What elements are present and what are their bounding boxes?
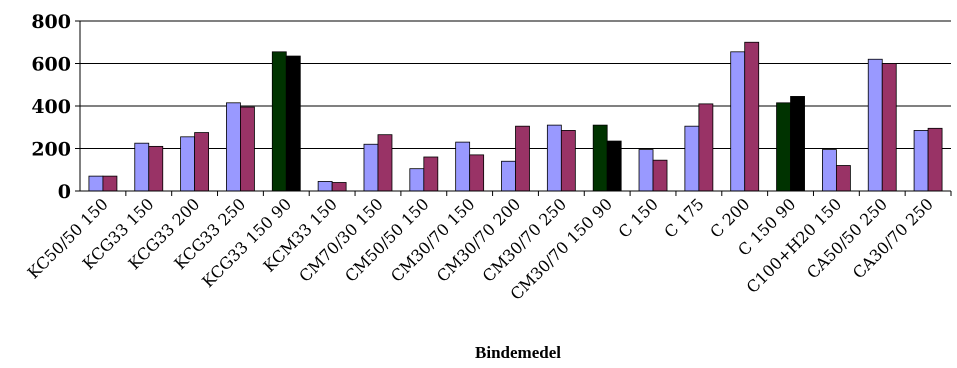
bar (363, 143, 379, 192)
bar (913, 130, 929, 192)
x-tick-label: C 175 (660, 194, 707, 241)
y-tick-labels: 0 200 400 600 800 (31, 11, 71, 203)
bar (423, 156, 439, 192)
bar (134, 142, 150, 192)
y-tick-label: 0 (58, 181, 71, 203)
x-tick-label: KC50/50 150 (24, 194, 112, 282)
x-axis-title: Bindemedel (475, 343, 561, 362)
bar (927, 127, 943, 192)
bar (377, 134, 393, 192)
bar (652, 159, 668, 192)
x-tick-label: CA50/50 250 (803, 194, 891, 282)
bar (515, 125, 530, 192)
bar (790, 96, 805, 192)
y-tick-label: 400 (31, 96, 71, 118)
bar (821, 149, 837, 192)
bar (271, 51, 287, 192)
bar (560, 130, 576, 192)
y-tick-label: 800 (31, 11, 71, 33)
axes (75, 20, 952, 196)
bar (684, 125, 700, 192)
bar (744, 41, 760, 192)
bar (455, 141, 471, 192)
bar (835, 165, 851, 192)
y-tick-label: 200 (31, 139, 71, 161)
bar (285, 55, 301, 192)
bar (698, 103, 714, 192)
bar (194, 132, 210, 192)
x-tick-label: C 150 (615, 194, 662, 241)
bar (88, 175, 104, 192)
bar (546, 124, 562, 192)
bar (148, 145, 164, 192)
bar (776, 102, 791, 192)
bar (180, 136, 196, 192)
bar (331, 182, 347, 192)
bars (88, 41, 943, 192)
bar (102, 175, 118, 192)
y-tick-label: 600 (31, 54, 71, 76)
bar (226, 102, 241, 192)
bar (867, 58, 883, 192)
x-tick-label: CA30/70 250 (849, 194, 937, 282)
bar (638, 149, 654, 192)
bar (240, 106, 255, 192)
bar (317, 181, 333, 192)
bar (730, 51, 746, 192)
bar (469, 154, 485, 192)
bar (881, 63, 897, 192)
bar (501, 160, 516, 192)
bar (409, 168, 425, 192)
bar (606, 140, 622, 192)
bar (592, 124, 608, 192)
